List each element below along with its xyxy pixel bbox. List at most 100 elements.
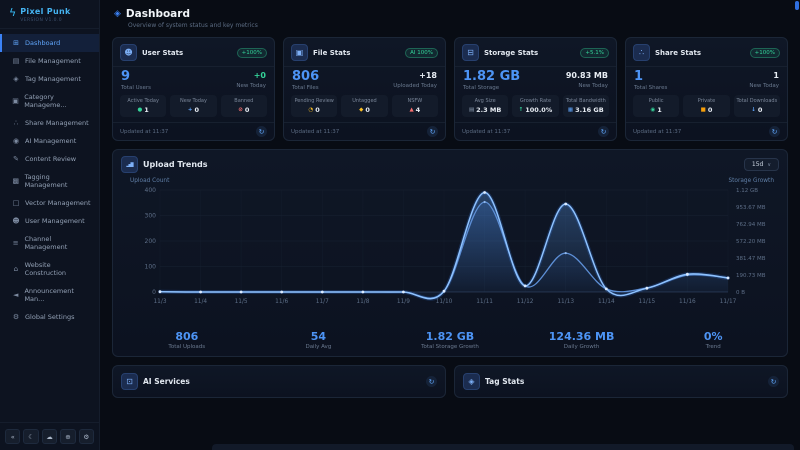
sidebar-item-user-management[interactable]: ☻ User Management	[0, 212, 99, 230]
sidebar-item-dashboard[interactable]: ⊞ Dashboard	[0, 34, 99, 52]
refresh-button[interactable]: ↻	[426, 376, 437, 387]
sidebar-item-vector-management[interactable]: □ Vector Management	[0, 194, 99, 212]
refresh-button[interactable]: ↻	[256, 126, 267, 137]
summary-daily-growth: 124.36 MB Daily Growth	[548, 330, 615, 350]
sidebar: ϟ Pixel Punk VERSION V1.0.0 ⊞ Dashboard …	[0, 0, 100, 450]
refresh-button[interactable]: ↻	[769, 126, 780, 137]
sidebar-item-tagging-management[interactable]: ▩ Tagging Management	[0, 168, 99, 194]
mini-stat-active-today: Active Today ● 1	[120, 95, 167, 117]
sidebar-item-label: AI Management	[25, 137, 77, 145]
side-value: +18	[419, 71, 437, 80]
svg-text:400: 400	[145, 187, 157, 194]
moon-icon: ☾	[28, 432, 35, 441]
bar-chart-icon: ▂▅█	[121, 156, 138, 173]
tag-stats-card: ◈ Tag Stats ↻	[454, 365, 788, 398]
main-value: 1	[634, 69, 644, 84]
side-value: 90.83 MB	[565, 71, 608, 80]
sidebar-item-channel-management[interactable]: ≡ Channel Management	[0, 230, 99, 256]
range-selector[interactable]: 15d ∨	[743, 158, 779, 171]
main-value: 9	[121, 69, 131, 84]
svg-text:200: 200	[145, 238, 157, 245]
share-stats-card: ∴ Share Stats +100% 1 Total Shares 1 New…	[625, 37, 788, 141]
disk-icon: ▤	[468, 107, 475, 113]
collapse-sidebar-button[interactable]: «	[5, 429, 21, 444]
refresh-icon: ↻	[428, 377, 435, 386]
side-label: Uploaded Today	[393, 83, 437, 89]
scrollbar-thumb[interactable]	[795, 1, 799, 10]
summary-total-storage-growth: 1.82 GB Total Storage Growth	[421, 330, 479, 350]
eye-icon: ◉	[650, 107, 656, 113]
share-icon: ∴	[13, 119, 19, 127]
refresh-icon: ↻	[429, 127, 436, 136]
upload-trends-card: ▂▅█ Upload Trends 15d ∨ 0 100 200 300 400 1.1…	[112, 149, 788, 357]
theme-toggle-button[interactable]: ☾	[23, 429, 39, 444]
summary-daily-avg: 54 Daily Avg	[305, 330, 332, 350]
collapse-icon: «	[10, 432, 15, 441]
card-title: Storage Stats	[484, 48, 539, 57]
sidebar-item-ai-management[interactable]: ◉ AI Management	[0, 132, 99, 150]
svg-text:11/15: 11/15	[639, 299, 656, 305]
sidebar-item-label: File Management	[25, 57, 81, 65]
status-badge: AI 100%	[405, 47, 438, 58]
download-icon: ↓	[751, 107, 756, 113]
sidebar-item-global-settings[interactable]: ⚙ Global Settings	[0, 308, 99, 326]
summary-total-uploads: 806 Total Uploads	[168, 330, 206, 350]
mini-stat-banned: Banned ⊘ 0	[220, 95, 267, 117]
svg-text:0: 0	[152, 289, 156, 296]
image-icon: ▣	[291, 44, 308, 61]
megaphone-icon: ◄	[13, 291, 19, 299]
sidebar-item-content-review[interactable]: ✎ Content Review	[0, 150, 99, 168]
robot-icon: ☁	[46, 432, 53, 441]
mini-stat-growth-rate: Growth Rate ↑ 100.0%	[512, 95, 559, 117]
svg-text:11/10: 11/10	[436, 299, 453, 305]
sidebar-item-label: Share Management	[25, 119, 89, 127]
refresh-button[interactable]: ↻	[427, 126, 438, 137]
sidebar-item-label: Website Construction	[24, 261, 67, 277]
svg-text:11/9: 11/9	[397, 299, 410, 305]
sidebar-item-share-management[interactable]: ∴ Share Management	[0, 114, 99, 132]
database-icon: ⊟	[462, 44, 479, 61]
settings-button[interactable]: ⚙	[78, 429, 95, 444]
sidebar-menu: ⊞ Dashboard ▤ File Management ◈ Tag Mana…	[0, 28, 99, 422]
refresh-icon: ↻	[600, 127, 607, 136]
sidebar-item-label: Content Review	[25, 155, 77, 163]
svg-text:381.47 MB: 381.47 MB	[736, 256, 766, 262]
sidebar-item-file-management[interactable]: ▤ File Management	[0, 52, 99, 70]
globe-icon: ⊕	[65, 432, 71, 441]
refresh-button[interactable]: ↻	[768, 376, 779, 387]
upload-trends-chart: 0 100 200 300 400 1.12 GB 953.67 MB 762.94 MB 57…	[130, 178, 774, 305]
ai-services-card: ⊡ AI Services ↻	[112, 365, 446, 398]
gear-icon: ⚙	[83, 432, 90, 441]
svg-text:11/7: 11/7	[316, 299, 329, 305]
sidebar-item-label: Category Manageme...	[24, 93, 67, 109]
svg-text:11/13: 11/13	[557, 299, 574, 305]
partial-content-strip	[212, 444, 794, 450]
vector-icon: □	[12, 199, 20, 207]
review-icon: ✎	[13, 155, 19, 163]
refresh-button[interactable]: ↻	[598, 126, 609, 137]
sidebar-item-label: Channel Management	[24, 235, 68, 251]
clock-icon: ◔	[308, 107, 314, 113]
main-value: 806	[292, 69, 320, 84]
assistant-button[interactable]: ☁	[41, 429, 58, 444]
side-value: +0	[253, 71, 266, 80]
mini-stat-total-downloads: Total Downloads ↓ 0	[733, 95, 780, 117]
updated-timestamp: Updated at 11:37	[633, 128, 682, 135]
svg-text:11/3: 11/3	[153, 299, 166, 305]
app-logo[interactable]: ϟ Pixel Punk VERSION V1.0.0	[0, 0, 99, 28]
svg-text:Storage Growth: Storage Growth	[728, 178, 774, 184]
lock-icon: ■	[700, 107, 706, 113]
mini-stat-public: Public ◉ 1	[633, 95, 680, 117]
ai-icon: ◉	[12, 137, 20, 145]
dashboard-header-icon: ◈	[114, 9, 121, 19]
svg-text:11/8: 11/8	[356, 299, 369, 305]
main-value: 1.82 GB	[463, 69, 521, 84]
sidebar-footer: « ☾ ☁ ⊕ ⚙	[0, 422, 99, 450]
status-badge: +5.1%	[580, 47, 609, 58]
sidebar-item-category-management[interactable]: ▣ Category Manageme...	[0, 88, 99, 114]
sidebar-item-announcement-management[interactable]: ◄ Announcement Man...	[0, 282, 99, 308]
svg-text:Upload Count: Upload Count	[130, 178, 170, 184]
sidebar-item-tag-management[interactable]: ◈ Tag Management	[0, 70, 99, 88]
language-button[interactable]: ⊕	[60, 429, 76, 444]
sidebar-item-website-construction[interactable]: ⌂ Website Construction	[0, 256, 99, 282]
